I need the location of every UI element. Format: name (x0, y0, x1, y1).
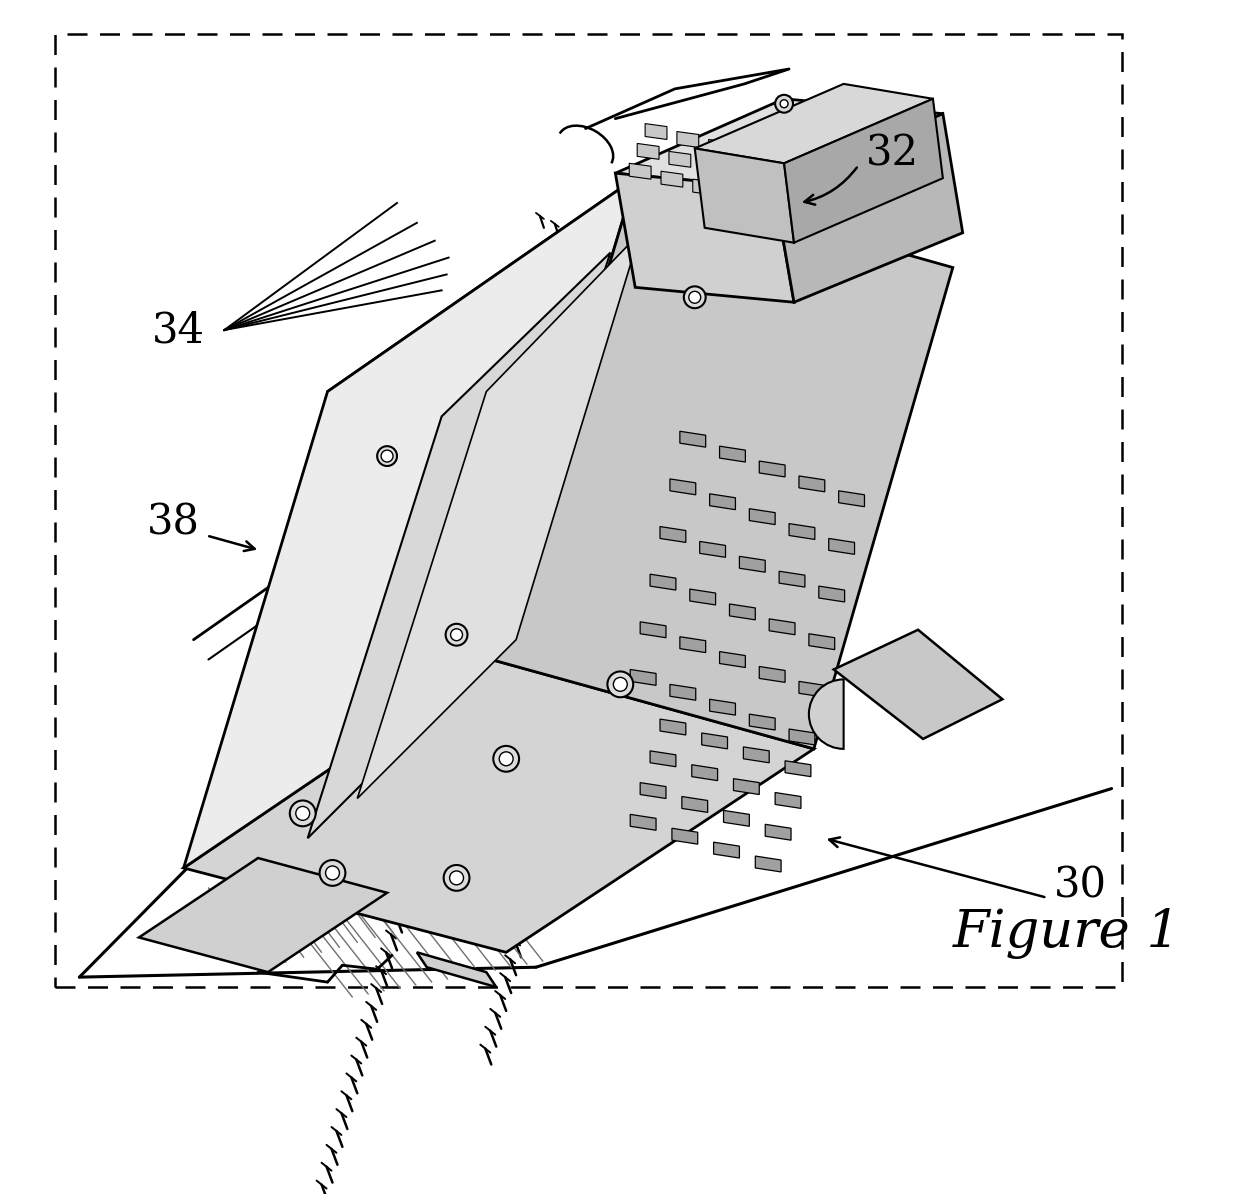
Polygon shape (733, 779, 759, 794)
Text: Figure 1: Figure 1 (952, 908, 1180, 958)
Circle shape (377, 446, 397, 466)
Polygon shape (789, 730, 815, 745)
Polygon shape (784, 98, 942, 243)
Circle shape (320, 860, 346, 885)
Circle shape (296, 806, 310, 821)
Circle shape (608, 671, 634, 697)
Polygon shape (680, 431, 706, 447)
Circle shape (290, 800, 316, 827)
Polygon shape (630, 815, 656, 830)
Polygon shape (799, 476, 825, 492)
Polygon shape (719, 446, 745, 462)
Polygon shape (799, 682, 825, 697)
Polygon shape (775, 793, 801, 809)
Polygon shape (709, 700, 735, 715)
Polygon shape (739, 556, 765, 573)
Circle shape (450, 629, 463, 641)
Polygon shape (670, 479, 696, 495)
Polygon shape (755, 857, 781, 872)
Circle shape (450, 871, 464, 885)
Polygon shape (740, 147, 763, 163)
Text: 32: 32 (866, 132, 919, 175)
Circle shape (444, 865, 470, 891)
Polygon shape (701, 159, 723, 175)
Polygon shape (661, 171, 683, 187)
Polygon shape (723, 810, 749, 827)
Polygon shape (670, 684, 696, 701)
Polygon shape (615, 98, 942, 188)
Polygon shape (357, 232, 640, 799)
Polygon shape (139, 858, 387, 973)
Polygon shape (491, 179, 952, 749)
Polygon shape (682, 797, 708, 812)
Polygon shape (692, 764, 718, 781)
Polygon shape (759, 461, 785, 477)
Polygon shape (689, 589, 715, 605)
Polygon shape (729, 604, 755, 619)
Circle shape (780, 99, 789, 108)
Polygon shape (699, 541, 725, 557)
Polygon shape (184, 179, 635, 869)
Polygon shape (774, 114, 962, 302)
Polygon shape (808, 634, 835, 649)
Polygon shape (818, 586, 844, 601)
Polygon shape (693, 180, 714, 195)
Polygon shape (640, 782, 666, 799)
Polygon shape (694, 84, 932, 163)
Polygon shape (838, 491, 864, 507)
Polygon shape (713, 842, 739, 858)
Circle shape (683, 286, 706, 308)
Circle shape (326, 866, 340, 879)
Polygon shape (672, 828, 698, 845)
Polygon shape (630, 670, 656, 685)
Polygon shape (660, 527, 686, 543)
Polygon shape (719, 652, 745, 667)
Text: 34: 34 (151, 309, 205, 351)
Circle shape (688, 291, 701, 303)
Polygon shape (668, 151, 691, 168)
Polygon shape (650, 751, 676, 767)
Polygon shape (765, 824, 791, 840)
Polygon shape (785, 761, 811, 776)
Polygon shape (789, 524, 815, 539)
Polygon shape (744, 746, 769, 763)
Polygon shape (759, 666, 785, 683)
Polygon shape (615, 174, 794, 302)
Polygon shape (733, 168, 754, 183)
Polygon shape (677, 132, 698, 147)
Polygon shape (417, 952, 496, 987)
Polygon shape (708, 139, 730, 156)
Polygon shape (660, 719, 686, 734)
Circle shape (775, 95, 794, 113)
Text: 30: 30 (1054, 865, 1107, 907)
Circle shape (494, 746, 520, 772)
Polygon shape (702, 733, 728, 749)
Polygon shape (184, 660, 813, 952)
Circle shape (381, 450, 393, 462)
Polygon shape (749, 509, 775, 525)
Polygon shape (629, 163, 651, 180)
Polygon shape (749, 714, 775, 730)
Text: 38: 38 (146, 502, 200, 544)
Polygon shape (640, 622, 666, 637)
Polygon shape (833, 630, 1002, 739)
Polygon shape (308, 253, 610, 839)
Polygon shape (724, 187, 746, 202)
Polygon shape (637, 144, 658, 159)
Polygon shape (769, 619, 795, 635)
Polygon shape (709, 494, 735, 509)
Polygon shape (779, 571, 805, 587)
Polygon shape (680, 636, 706, 653)
Polygon shape (645, 123, 667, 139)
Circle shape (500, 752, 513, 766)
Circle shape (614, 677, 627, 691)
Polygon shape (650, 574, 676, 591)
Polygon shape (828, 538, 854, 555)
Wedge shape (808, 679, 843, 749)
Bar (55, 35, 1121, 987)
Polygon shape (694, 149, 794, 243)
Circle shape (445, 624, 467, 646)
